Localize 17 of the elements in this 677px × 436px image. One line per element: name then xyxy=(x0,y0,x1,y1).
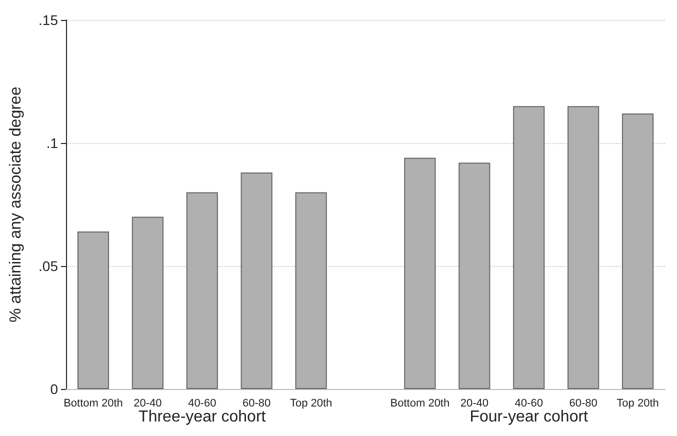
x-tick-label: 60-80 xyxy=(242,398,271,410)
y-tick-label: 0 xyxy=(50,381,58,397)
text: Four-year cohort xyxy=(470,408,589,426)
y-tick-label: .05 xyxy=(38,258,58,274)
x-tick-label: Bottom 20th xyxy=(64,398,123,410)
text: Three-year cohort xyxy=(138,408,266,426)
x-tick-label: Top 20th xyxy=(616,398,659,410)
x-tick-label: 40-60 xyxy=(188,398,216,410)
y-tick-label: .15 xyxy=(38,12,58,28)
x-tick-label: 60-80 xyxy=(569,398,598,410)
x-tick-label: Bottom 20th xyxy=(390,398,450,410)
x-tick-label: Top 20th xyxy=(290,398,332,410)
x-tick-label: 40-60 xyxy=(514,398,543,410)
y-axis-title: % attaining any associate degree xyxy=(8,86,24,322)
y-tick-label: .1 xyxy=(46,135,58,151)
x-tick-label: 20-40 xyxy=(134,398,162,410)
x-tick-label: 20-40 xyxy=(460,398,488,410)
